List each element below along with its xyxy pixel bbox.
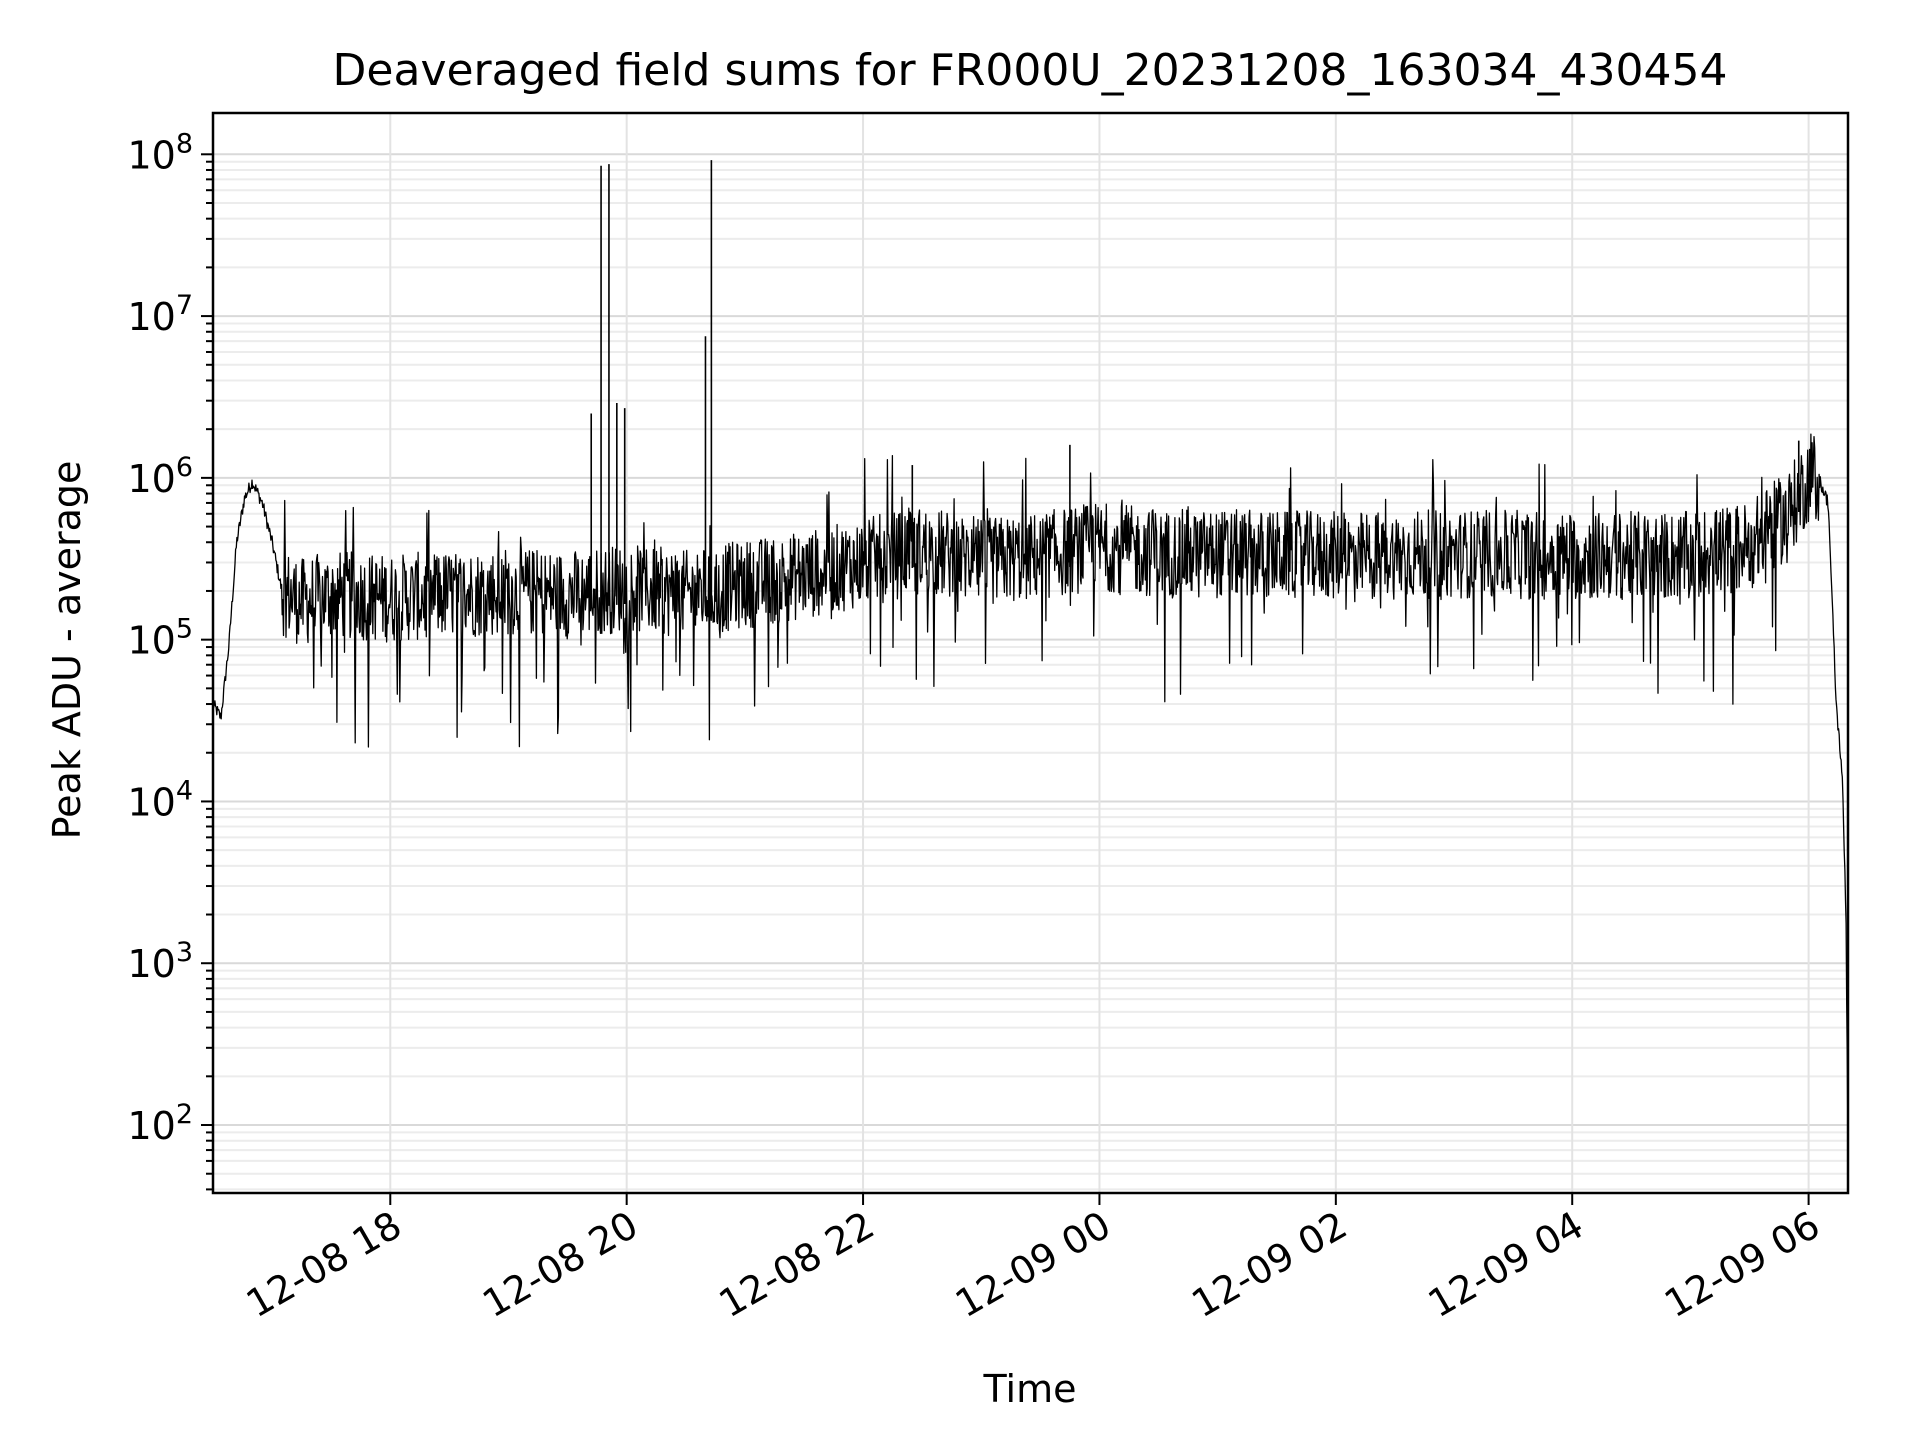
series-line: [212, 433, 1849, 1154]
y-tick-label: 107: [127, 290, 193, 339]
y-tick-label: 105: [127, 614, 193, 663]
x-axis-label: Time: [983, 1367, 1077, 1411]
y-axis-label: Peak ADU - average: [45, 461, 89, 840]
y-tick-label: 102: [127, 1099, 193, 1148]
plot-area-frame: [211, 111, 1850, 1195]
y-tick-label: 108: [127, 128, 193, 177]
grid: [213, 113, 1848, 1193]
y-tick-label: 106: [127, 452, 193, 501]
series-layer: [212, 160, 1849, 1154]
y-tick-label: 104: [127, 775, 193, 824]
chart-title: Deaveraged field sums for FR000U_2023120…: [333, 45, 1728, 96]
y-tick-label: 103: [127, 937, 193, 986]
